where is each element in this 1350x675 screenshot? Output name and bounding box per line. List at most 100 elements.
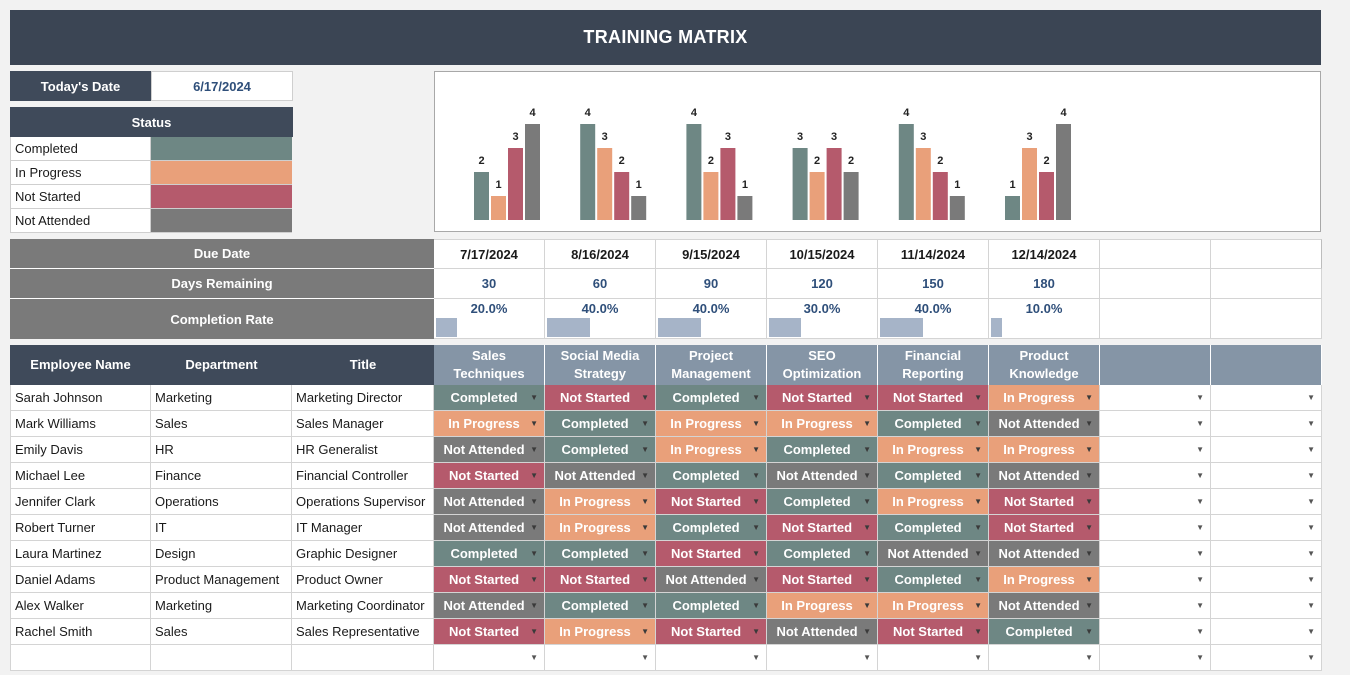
caret-down-icon[interactable]: ▼ — [863, 497, 871, 506]
caret-down-icon[interactable]: ▼ — [1196, 393, 1204, 402]
caret-down-icon[interactable]: ▼ — [1196, 497, 1204, 506]
status-dropdown[interactable]: Completed ▼ — [545, 411, 656, 437]
employee-department-cell[interactable] — [151, 645, 292, 671]
caret-down-icon[interactable]: ▼ — [974, 419, 982, 428]
caret-down-icon[interactable]: ▼ — [752, 497, 760, 506]
employee-name-cell[interactable]: Michael Lee — [10, 463, 151, 489]
caret-down-icon[interactable]: ▼ — [1307, 419, 1315, 428]
caret-down-icon[interactable]: ▼ — [1085, 549, 1093, 558]
status-dropdown[interactable]: Not Attended ▼ — [434, 489, 545, 515]
caret-down-icon[interactable]: ▼ — [1307, 549, 1315, 558]
status-dropdown[interactable]: Completed ▼ — [767, 437, 878, 463]
status-dropdown[interactable]: ▼ — [1211, 593, 1322, 619]
status-dropdown[interactable]: Completed ▼ — [878, 463, 989, 489]
caret-down-icon[interactable]: ▼ — [974, 393, 982, 402]
employee-title-cell[interactable]: Sales Manager — [292, 411, 434, 437]
employee-title-cell[interactable]: Marketing Director — [292, 385, 434, 411]
status-dropdown[interactable]: In Progress ▼ — [545, 489, 656, 515]
caret-down-icon[interactable]: ▼ — [752, 601, 760, 610]
caret-down-icon[interactable]: ▼ — [863, 471, 871, 480]
caret-down-icon[interactable]: ▼ — [1085, 575, 1093, 584]
status-dropdown[interactable]: Not Attended ▼ — [878, 541, 989, 567]
caret-down-icon[interactable]: ▼ — [863, 549, 871, 558]
employee-title-cell[interactable] — [292, 645, 434, 671]
status-dropdown[interactable]: Not Started ▼ — [434, 567, 545, 593]
employee-name-cell[interactable]: Alex Walker — [10, 593, 151, 619]
caret-down-icon[interactable]: ▼ — [1085, 601, 1093, 610]
status-dropdown[interactable]: ▼ — [1211, 515, 1322, 541]
employee-department-cell[interactable]: HR — [151, 437, 292, 463]
caret-down-icon[interactable]: ▼ — [641, 419, 649, 428]
status-dropdown[interactable]: ▼ — [1211, 645, 1322, 671]
caret-down-icon[interactable]: ▼ — [752, 445, 760, 454]
status-dropdown[interactable]: ▼ — [1211, 385, 1322, 411]
status-dropdown[interactable]: ▼ — [878, 645, 989, 671]
caret-down-icon[interactable]: ▼ — [530, 497, 538, 506]
caret-down-icon[interactable]: ▼ — [530, 445, 538, 454]
caret-down-icon[interactable]: ▼ — [752, 471, 760, 480]
caret-down-icon[interactable]: ▼ — [1085, 627, 1093, 636]
employee-name-cell[interactable]: Daniel Adams — [10, 567, 151, 593]
caret-down-icon[interactable]: ▼ — [641, 653, 649, 662]
caret-down-icon[interactable]: ▼ — [1085, 523, 1093, 532]
caret-down-icon[interactable]: ▼ — [974, 445, 982, 454]
status-dropdown[interactable]: In Progress ▼ — [767, 593, 878, 619]
status-dropdown[interactable]: Not Started ▼ — [656, 541, 767, 567]
status-dropdown[interactable]: Completed ▼ — [656, 515, 767, 541]
status-dropdown[interactable]: Completed ▼ — [656, 385, 767, 411]
status-dropdown[interactable]: Completed ▼ — [878, 411, 989, 437]
status-dropdown[interactable]: Not Started ▼ — [878, 619, 989, 645]
employee-department-cell[interactable]: Operations — [151, 489, 292, 515]
status-dropdown[interactable]: ▼ — [1100, 385, 1211, 411]
caret-down-icon[interactable]: ▼ — [1085, 445, 1093, 454]
caret-down-icon[interactable]: ▼ — [752, 653, 760, 662]
status-dropdown[interactable]: Not Started ▼ — [767, 567, 878, 593]
caret-down-icon[interactable]: ▼ — [1307, 445, 1315, 454]
status-dropdown[interactable]: Not Attended ▼ — [989, 411, 1100, 437]
caret-down-icon[interactable]: ▼ — [1085, 393, 1093, 402]
caret-down-icon[interactable]: ▼ — [1085, 471, 1093, 480]
todays-date-value[interactable]: 6/17/2024 — [151, 71, 293, 101]
status-dropdown[interactable]: Not Attended ▼ — [434, 515, 545, 541]
caret-down-icon[interactable]: ▼ — [641, 393, 649, 402]
employee-name-cell[interactable]: Robert Turner — [10, 515, 151, 541]
status-dropdown[interactable]: In Progress ▼ — [989, 385, 1100, 411]
employee-department-cell[interactable]: Sales — [151, 411, 292, 437]
status-dropdown[interactable]: ▼ — [989, 645, 1100, 671]
caret-down-icon[interactable]: ▼ — [530, 393, 538, 402]
employee-name-cell[interactable]: Mark Williams — [10, 411, 151, 437]
employee-name-cell[interactable]: Laura Martinez — [10, 541, 151, 567]
status-dropdown[interactable]: Completed ▼ — [545, 593, 656, 619]
status-dropdown[interactable]: Completed ▼ — [656, 463, 767, 489]
status-dropdown[interactable]: In Progress ▼ — [989, 437, 1100, 463]
employee-department-cell[interactable]: Marketing — [151, 593, 292, 619]
caret-down-icon[interactable]: ▼ — [1307, 575, 1315, 584]
caret-down-icon[interactable]: ▼ — [641, 445, 649, 454]
caret-down-icon[interactable]: ▼ — [1196, 601, 1204, 610]
caret-down-icon[interactable]: ▼ — [752, 393, 760, 402]
caret-down-icon[interactable]: ▼ — [863, 393, 871, 402]
caret-down-icon[interactable]: ▼ — [1307, 601, 1315, 610]
caret-down-icon[interactable]: ▼ — [530, 601, 538, 610]
caret-down-icon[interactable]: ▼ — [974, 653, 982, 662]
employee-title-cell[interactable]: HR Generalist — [292, 437, 434, 463]
caret-down-icon[interactable]: ▼ — [1307, 471, 1315, 480]
status-dropdown[interactable]: Not Attended ▼ — [545, 463, 656, 489]
status-dropdown[interactable]: ▼ — [1211, 463, 1322, 489]
status-dropdown[interactable]: ▼ — [1211, 437, 1322, 463]
caret-down-icon[interactable]: ▼ — [641, 549, 649, 558]
caret-down-icon[interactable]: ▼ — [641, 575, 649, 584]
caret-down-icon[interactable]: ▼ — [1196, 419, 1204, 428]
status-dropdown[interactable]: ▼ — [1100, 515, 1211, 541]
status-dropdown[interactable]: Not Started ▼ — [545, 567, 656, 593]
status-dropdown[interactable]: Not Started ▼ — [878, 385, 989, 411]
employee-title-cell[interactable]: Marketing Coordinator — [292, 593, 434, 619]
status-dropdown[interactable]: Not Started ▼ — [434, 463, 545, 489]
caret-down-icon[interactable]: ▼ — [1085, 419, 1093, 428]
status-dropdown[interactable]: In Progress ▼ — [878, 437, 989, 463]
status-dropdown[interactable]: ▼ — [1100, 593, 1211, 619]
status-dropdown[interactable]: Completed ▼ — [767, 489, 878, 515]
status-dropdown[interactable]: Not Started ▼ — [656, 489, 767, 515]
caret-down-icon[interactable]: ▼ — [863, 575, 871, 584]
caret-down-icon[interactable]: ▼ — [1085, 653, 1093, 662]
